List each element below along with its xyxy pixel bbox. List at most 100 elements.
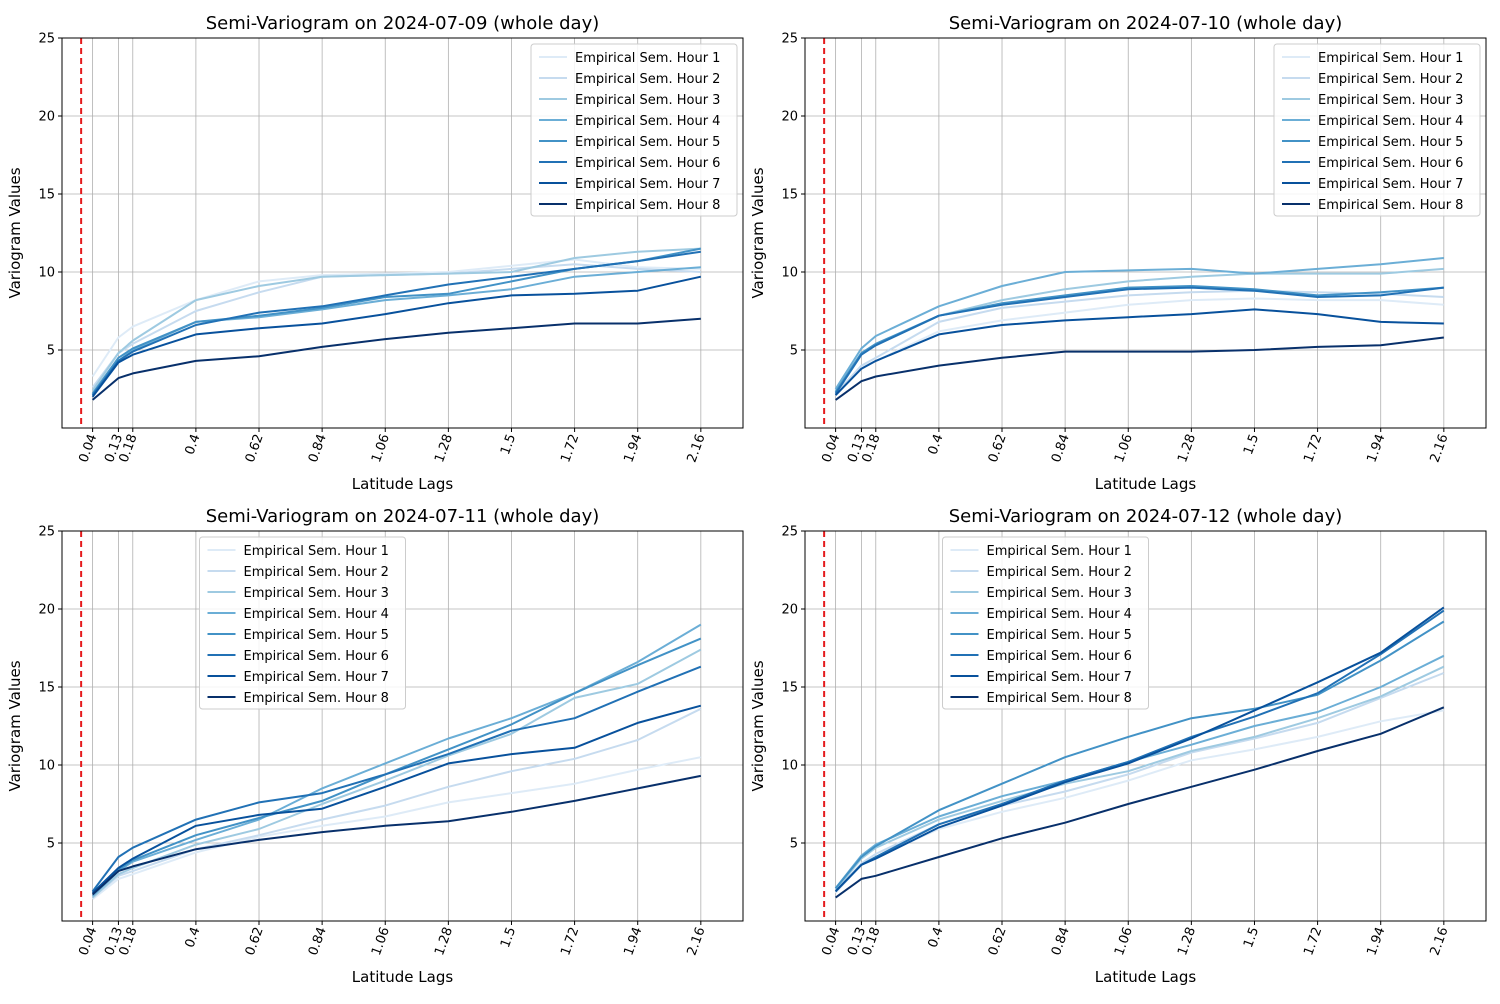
- x-tick-label: 0.84: [306, 925, 330, 957]
- series-line-hour-2: [91, 707, 702, 899]
- x-tick-label: 0.4: [925, 432, 946, 457]
- series-line-hour-3: [91, 247, 701, 392]
- y-tick-label: 5: [47, 344, 55, 359]
- series-line-hour-4: [91, 266, 701, 395]
- y-tick-label: 25: [781, 32, 798, 47]
- series-line-hour-7: [91, 704, 702, 894]
- legend-label-hour-4: Empirical Sem. Hour 4: [1318, 114, 1463, 129]
- x-tick-label: 1.72: [1301, 925, 1325, 957]
- y-axis-label: Variogram Values: [6, 660, 24, 791]
- legend-box: [942, 536, 1149, 710]
- y-tick-label: 25: [38, 32, 55, 47]
- legend-label-hour-1: Empirical Sem. Hour 1: [987, 544, 1132, 559]
- x-tick-label: 2.16: [1428, 432, 1452, 464]
- y-tick-label: 15: [781, 188, 798, 203]
- series-line-hour-6: [91, 250, 701, 396]
- legend-label-hour-7: Empirical Sem. Hour 7: [244, 670, 389, 685]
- legend-label-hour-8: Empirical Sem. Hour 8: [575, 198, 720, 213]
- series-line-hour-5: [91, 247, 701, 395]
- legend-label-hour-6: Empirical Sem. Hour 6: [575, 156, 720, 171]
- series-line-hour-5: [91, 637, 702, 894]
- series-line-hour-3: [91, 648, 702, 899]
- legend-label-hour-4: Empirical Sem. Hour 4: [575, 114, 720, 129]
- legend-label-hour-3: Empirical Sem. Hour 3: [244, 586, 389, 601]
- series-line-hour-2: [834, 289, 1444, 395]
- series-line-hour-8: [91, 774, 701, 896]
- series-line-hour-8: [835, 336, 1444, 401]
- y-tick-label: 25: [781, 525, 798, 540]
- y-tick-label: 20: [781, 603, 798, 618]
- legend-label-hour-3: Empirical Sem. Hour 3: [1318, 93, 1463, 108]
- series-line-hour-7: [834, 308, 1444, 396]
- legend: Empirical Sem. Hour 1 Empirical Sem. Hour…: [1273, 43, 1481, 217]
- x-tick-label: 2.16: [685, 925, 709, 957]
- axes-frame: [804, 530, 1487, 922]
- y-tick-label: 20: [38, 110, 55, 125]
- axes-frame: [61, 37, 744, 429]
- series-line-hour-4: [834, 257, 1444, 390]
- series-line-hour-6: [91, 665, 702, 893]
- x-tick-label: 1.72: [558, 925, 582, 957]
- legend: Empirical Sem. Hour 1 Empirical Sem. Hour…: [942, 536, 1149, 710]
- legend-box: [199, 536, 406, 710]
- legend-label-hour-3: Empirical Sem. Hour 3: [575, 93, 720, 108]
- y-tick-label: 15: [781, 681, 798, 696]
- x-tick-label: 0.84: [1049, 432, 1073, 464]
- x-tick-label: 1.06: [1112, 432, 1136, 464]
- x-tick-label: 1.28: [432, 432, 456, 464]
- x-tick-label: 1.5: [498, 925, 519, 950]
- y-tick-label: 20: [781, 110, 798, 125]
- x-tick-label: 0.04: [819, 925, 843, 957]
- legend-label-hour-7: Empirical Sem. Hour 7: [987, 670, 1132, 685]
- legend-label-hour-2: Empirical Sem. Hour 2: [575, 72, 720, 87]
- legend-label-hour-8: Empirical Sem. Hour 8: [1318, 198, 1463, 213]
- chart-title: Semi-Variogram on 2024-07-11 (whole day): [206, 506, 600, 527]
- x-axis-label: Latitude Lags: [352, 475, 454, 493]
- x-axis-label: Latitude Lags: [1095, 475, 1197, 493]
- series-line-hour-1: [91, 756, 701, 900]
- legend-label-hour-4: Empirical Sem. Hour 4: [244, 607, 389, 622]
- x-tick-label: 1.72: [1301, 432, 1325, 464]
- y-axis-label: Variogram Values: [749, 167, 767, 298]
- series-line-hour-7: [834, 606, 1445, 893]
- x-tick-label: 0.4: [925, 925, 946, 950]
- x-tick-label: 1.06: [369, 432, 393, 464]
- legend-label-hour-3: Empirical Sem. Hour 3: [987, 586, 1132, 601]
- series-line-hour-3: [834, 665, 1445, 891]
- y-axis-label: Variogram Values: [6, 167, 24, 298]
- x-tick-label: 0.84: [306, 432, 330, 464]
- y-tick-label: 15: [38, 681, 55, 696]
- x-tick-label: 1.94: [1364, 925, 1388, 957]
- x-tick-label: 0.4: [182, 925, 203, 950]
- y-tick-label: 10: [781, 759, 798, 774]
- x-tick-label: 0.62: [986, 925, 1010, 957]
- x-tick-label: 0.4: [182, 432, 203, 457]
- series-line-hour-2: [834, 672, 1445, 893]
- chart-title: Semi-Variogram on 2024-07-12 (whole day): [949, 506, 1343, 527]
- x-tick-label: 1.94: [621, 925, 645, 957]
- y-tick-label: 10: [781, 266, 798, 281]
- legend-label-hour-7: Empirical Sem. Hour 7: [575, 177, 720, 192]
- x-tick-label: 1.28: [1175, 432, 1199, 464]
- legend-label-hour-8: Empirical Sem. Hour 8: [987, 691, 1132, 706]
- x-tick-label: 0.84: [1049, 925, 1073, 957]
- x-tick-label: 1.28: [1175, 925, 1199, 957]
- chart-title: Semi-Variogram on 2024-07-10 (whole day): [949, 13, 1343, 34]
- y-tick-label: 10: [38, 759, 55, 774]
- legend-label-hour-5: Empirical Sem. Hour 5: [987, 628, 1132, 643]
- legend-label-hour-6: Empirical Sem. Hour 6: [987, 649, 1132, 664]
- series-line-hour-6: [834, 609, 1445, 893]
- axes-frame: [61, 530, 744, 922]
- series-line-hour-5: [834, 620, 1445, 889]
- y-tick-label: 25: [38, 525, 55, 540]
- series-line-hour-8: [835, 706, 1445, 899]
- legend: Empirical Sem. Hour 1 Empirical Sem. Hour…: [199, 536, 406, 710]
- x-tick-label: 1.72: [558, 432, 582, 464]
- y-tick-label: 20: [38, 603, 55, 618]
- legend-label-hour-8: Empirical Sem. Hour 8: [244, 691, 389, 706]
